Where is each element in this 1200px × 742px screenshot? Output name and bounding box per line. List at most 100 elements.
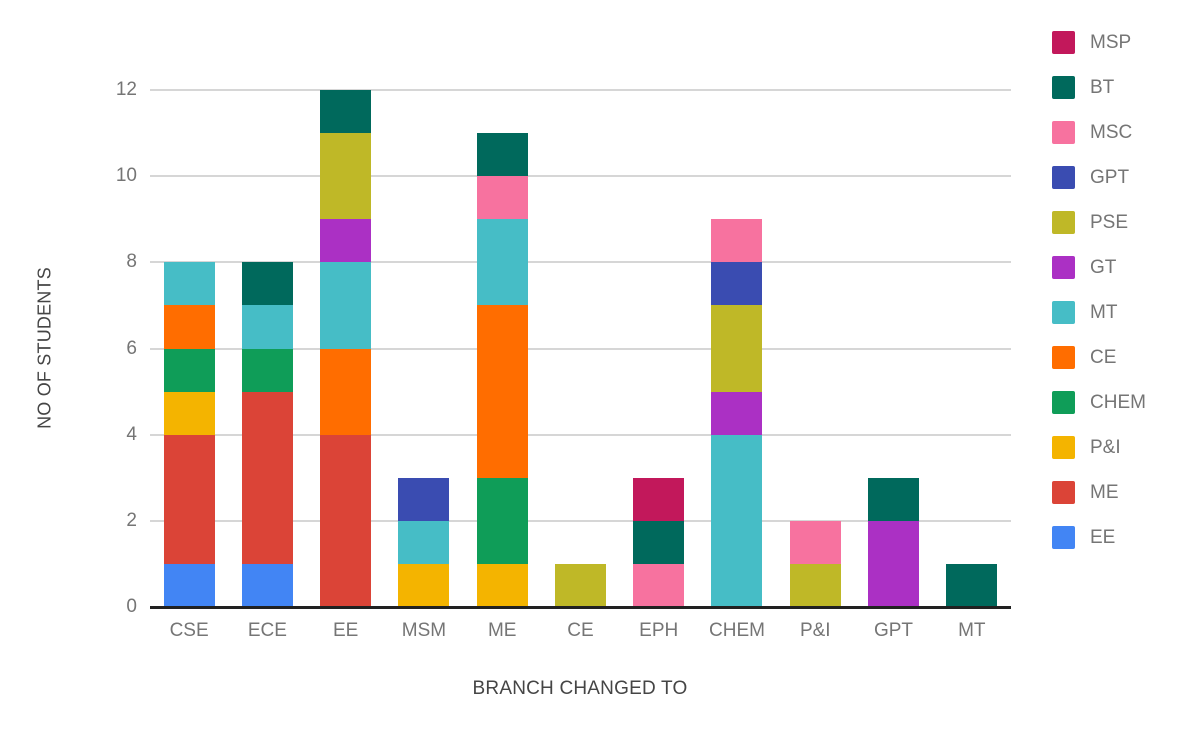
x-axis-baseline — [150, 606, 1011, 609]
bar-segment[interactable] — [163, 563, 215, 607]
gridline — [150, 89, 1011, 91]
bar-segment[interactable] — [554, 563, 606, 607]
x-category-label: MSM — [401, 620, 447, 641]
bar-segment[interactable] — [633, 520, 685, 564]
legend-label: BT — [1090, 76, 1115, 98]
legend-swatch — [1052, 76, 1075, 99]
bar-segment[interactable] — [711, 219, 763, 263]
bar-segment[interactable] — [241, 305, 293, 349]
bar-segment[interactable] — [476, 219, 528, 306]
legend-label: MSC — [1090, 121, 1133, 143]
bar — [398, 477, 450, 607]
gridline — [150, 175, 1011, 178]
legend-label: ME — [1090, 481, 1119, 503]
bar-segment[interactable] — [398, 520, 450, 564]
bar-segment[interactable] — [789, 563, 841, 607]
legend-item: MSP — [1052, 31, 1146, 54]
x-axis-title: BRANCH CHANGED TO — [472, 678, 688, 699]
bar-segment[interactable] — [476, 133, 528, 177]
bar-segment[interactable] — [241, 563, 293, 607]
bar-segment[interactable] — [633, 477, 685, 521]
bar-segment[interactable] — [476, 477, 528, 564]
bar-segment[interactable] — [163, 391, 215, 435]
bar — [476, 133, 528, 607]
x-category-label: CSE — [169, 620, 209, 641]
y-axis-ticks: 0 2 4 6 8 10 12 — [60, 79, 137, 617]
x-category-label: ME — [487, 620, 517, 641]
bar-segment[interactable] — [476, 176, 528, 220]
x-category-label: EPH — [639, 620, 679, 641]
legend-label: CHEM — [1090, 391, 1146, 413]
bar-segment[interactable] — [320, 90, 372, 134]
legend-swatch — [1052, 526, 1075, 549]
legend-item: MT — [1052, 301, 1146, 324]
y-tick-label: 0 — [126, 596, 137, 617]
legend-item: P&I — [1052, 436, 1146, 459]
bar-segment[interactable] — [789, 520, 841, 564]
legend-swatch — [1052, 211, 1075, 234]
y-tick-label: 10 — [115, 165, 137, 187]
x-category-label: ECE — [247, 620, 287, 641]
legend-label: PSE — [1090, 211, 1129, 233]
bar-segment[interactable] — [163, 434, 215, 564]
bar-segment[interactable] — [711, 434, 763, 607]
legend-item: CHEM — [1052, 391, 1146, 414]
bar-segment[interactable] — [320, 434, 372, 607]
legend-item: PSE — [1052, 211, 1146, 234]
bar-segment[interactable] — [868, 520, 920, 607]
bar-segment[interactable] — [711, 305, 763, 392]
bar — [163, 262, 215, 607]
bar-segment[interactable] — [163, 305, 215, 349]
legend-label: EE — [1090, 526, 1116, 548]
legend-swatch — [1052, 256, 1075, 279]
bar-segment[interactable] — [241, 391, 293, 564]
gridline — [150, 433, 1011, 436]
legend-item: ME — [1052, 481, 1146, 504]
y-axis-title: NO OF STUDENTS — [34, 267, 55, 429]
legend-item: EE — [1052, 526, 1146, 549]
legend-item: BT — [1052, 76, 1146, 99]
bar-segment[interactable] — [320, 133, 372, 220]
legend-item: GPT — [1052, 166, 1146, 189]
bar-segment[interactable] — [241, 262, 293, 306]
bar-segment[interactable] — [633, 563, 685, 607]
bar-segment[interactable] — [320, 219, 372, 263]
bar — [711, 219, 763, 607]
bar — [946, 563, 998, 607]
bar — [554, 563, 606, 607]
legend-swatch — [1052, 436, 1075, 459]
legend-label: MSP — [1090, 31, 1132, 53]
legend-swatch — [1052, 481, 1075, 504]
x-axis-labels: CSE ECE EE MSM ME CE EPH CHEM P&I GPT MT — [150, 620, 1011, 642]
x-category-label: P&I — [799, 620, 831, 641]
x-category-label: CE — [567, 620, 594, 641]
bar — [633, 477, 685, 607]
legend-swatch — [1052, 301, 1075, 324]
y-tick-label: 4 — [126, 423, 137, 445]
bar-segment[interactable] — [711, 262, 763, 306]
bar-segment[interactable] — [163, 262, 215, 306]
bar-segment[interactable] — [398, 477, 450, 521]
bar-segment[interactable] — [241, 348, 293, 392]
bar-segment[interactable] — [320, 262, 372, 349]
legend-item: GT — [1052, 256, 1146, 279]
gridline — [150, 347, 1011, 350]
bar-segment[interactable] — [476, 305, 528, 478]
legend-swatch — [1052, 166, 1075, 189]
bar-segment[interactable] — [868, 477, 920, 521]
y-tick-label: 2 — [126, 509, 137, 531]
bar-segment[interactable] — [476, 563, 528, 607]
bar — [241, 262, 293, 607]
bar-segment[interactable] — [711, 391, 763, 435]
x-category-label: MT — [958, 620, 986, 641]
bar-segment[interactable] — [398, 563, 450, 607]
y-tick-label: 8 — [126, 251, 137, 273]
bar-segment[interactable] — [320, 348, 372, 435]
legend-swatch — [1052, 121, 1075, 144]
legend-label: CE — [1090, 346, 1117, 368]
legend-swatch — [1052, 31, 1075, 54]
bar-segment[interactable] — [163, 348, 215, 392]
gridline — [150, 519, 1011, 522]
bar-segment[interactable] — [946, 563, 998, 607]
